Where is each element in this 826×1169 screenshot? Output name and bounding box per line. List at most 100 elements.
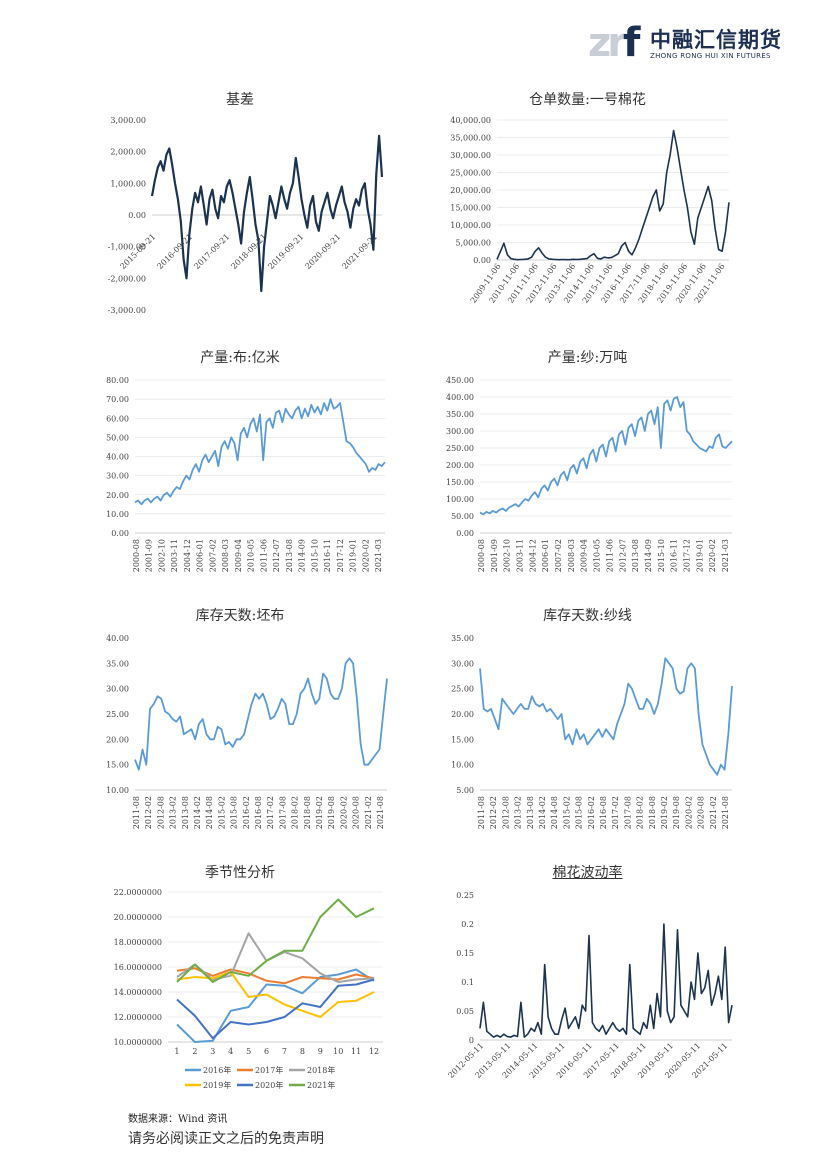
x-tick-label: 2002-10 [157, 539, 166, 572]
series-line [479, 923, 733, 1038]
x-tick-label: 2021-02 [364, 796, 373, 829]
x-tick-label: 2020-08 [352, 796, 361, 829]
x-tick-label: 2004-12 [183, 539, 192, 572]
x-tick-label: 2016-11 [323, 539, 332, 572]
chart-yarn-inventory-days: 库存天数:纱线 35.00 30.00 25.00 20.00 15.00 10.00 5.… [435, 603, 740, 838]
y-tick-label: 35.00 [106, 659, 129, 668]
x-tick-label: 2012-02 [489, 796, 498, 829]
x-tick-label: 2012-07 [618, 539, 627, 572]
x-tick-label: 2015-10 [657, 539, 666, 572]
x-tick-label: 2014-02 [193, 796, 202, 829]
x-tick-label: 3 [210, 1047, 215, 1056]
legend-label: 2017年 [255, 1065, 283, 1075]
series-line [496, 129, 730, 261]
x-tick-label: 2014-02 [538, 796, 547, 829]
y-tick-label: 350.00 [446, 410, 474, 419]
x-tick-label: 2021-08 [376, 796, 385, 829]
series-line-2020年 [176, 978, 375, 1040]
x-tick-label: 2014-08 [205, 796, 214, 829]
y-tick-label: 10.00 [451, 761, 474, 770]
x-tick-label: 2016-02 [587, 796, 596, 829]
y-tick-label: 16.0000000 [114, 963, 162, 972]
x-tick-label: 2018-02 [291, 796, 300, 829]
y-tick-label: 14.0000000 [114, 988, 162, 997]
y-tick-label: 400.00 [446, 393, 474, 402]
x-tick-label: 2015-08 [230, 796, 239, 829]
chart-title: 库存天数:坯布 [195, 608, 285, 624]
x-tick-label: 2008-03 [567, 539, 576, 572]
chart-title: 库存天数:纱线 [543, 608, 632, 624]
chart-title: 基差 [226, 92, 254, 108]
data-source-note: 数据来源：Wind 资讯 [128, 1114, 228, 1125]
y-tick-label: 25.00 [106, 710, 129, 719]
series-line [150, 134, 384, 293]
y-tick-label: 15,000.00 [450, 204, 491, 213]
x-tick-label: 2012-08 [501, 796, 510, 829]
x-tick-label: 2017-08 [278, 796, 287, 829]
x-tick-label: 2007-02 [554, 539, 563, 572]
y-tick-label: 12.0000000 [114, 1013, 162, 1022]
chart-cotton-volatility: 棉花波动率 0.25 0.2 0.15 0.1 0.05 0 2012-05-11 2013-… [435, 860, 740, 1095]
x-tick-label: 2015-10 [310, 539, 319, 572]
x-tick-label: 2000-08 [477, 539, 486, 572]
y-tick-label: 50.00 [106, 433, 129, 442]
x-tick-label: 2004-12 [528, 539, 537, 572]
y-tick-label: 30.00 [106, 685, 129, 694]
x-tick-label: 2020-02 [361, 539, 370, 572]
y-tick-label: 1,000.00 [110, 179, 146, 188]
y-tick-label: 70.00 [106, 395, 129, 404]
chart-svg: 80.00 70.00 60.00 50.00 40.00 30.00 20.00 10.00… [106, 376, 386, 572]
x-tick-label: 2011-08 [132, 796, 141, 829]
x-tick-label: 2012-08 [156, 796, 165, 829]
x-tick-label: 2006-01 [541, 539, 550, 572]
x-tick-label: 2018-08 [648, 796, 657, 829]
legend-label: 2016年 [203, 1065, 231, 1075]
logo-mark: zrf [588, 20, 641, 66]
series-line [134, 398, 386, 506]
x-tick-label: 2020-09-21 [303, 232, 342, 271]
y-tick-label: 0.05 [456, 1007, 474, 1016]
chart-cloth-output: 产量:布:亿米 80.00 70.00 60.00 50.00 40.00 30.00 20… [90, 345, 390, 595]
x-tick-label: 2011-08 [477, 796, 486, 829]
x-tick-label: 2019-08 [672, 796, 681, 829]
y-tick-label: -3,000.00 [108, 306, 146, 315]
chart-warehouse-receipts: 仓单数量:一号棉花 40,000.00 35,000.00 30,000.00 25,… [435, 85, 740, 325]
y-tick-label: 5.00 [456, 786, 474, 795]
x-tick-label: 2003-11 [170, 539, 179, 572]
x-tick-label: 2014-09 [644, 539, 653, 572]
y-tick-label: 0.00 [128, 211, 146, 220]
x-tick-label: 2011-06 [259, 539, 268, 572]
chart-title: 季节性分析 [205, 865, 275, 881]
y-tick-label: 35.00 [451, 634, 474, 643]
x-tick-label: 9 [318, 1047, 323, 1056]
series-line [134, 657, 388, 771]
x-tick-label: 2007-02 [208, 539, 217, 572]
y-tick-label: 20.00 [451, 710, 474, 719]
chart-seasonal-analysis: 季节性分析 22.0000000 20.0000000 18.0000000 16.0… [90, 860, 390, 1095]
y-tick-label: 15.00 [451, 735, 474, 744]
y-tick-label: 10.00 [106, 786, 129, 795]
x-tick-label: 2016-08 [599, 796, 608, 829]
y-tick-label: 22.0000000 [114, 888, 162, 897]
x-tick-label: 2019-01 [349, 539, 358, 572]
y-tick-label: 0.1 [461, 978, 474, 987]
x-tick-label: 2017-08 [623, 796, 632, 829]
chart-svg: 22.0000000 20.0000000 18.0000000 16.0000000… [114, 888, 383, 1090]
x-tick-label: 2015-02 [217, 796, 226, 829]
x-tick-label: 12 [369, 1047, 379, 1056]
y-tick-label: 15.00 [106, 761, 129, 770]
x-tick-label: 5 [246, 1047, 251, 1056]
y-tick-label: 10.0000000 [114, 1038, 162, 1047]
chart-title: 棉花波动率 [552, 865, 623, 881]
company-logo: zrf 中融汇信期货 ZHONG RONG HUI XIN FUTURES [588, 18, 788, 68]
x-tick-label: 2021-08 [721, 796, 730, 829]
x-tick-label: 2018-02 [636, 796, 645, 829]
x-tick-label: 2020-02 [684, 796, 693, 829]
x-tick-label: 2017-12 [682, 539, 691, 572]
x-tick-label: 2020-08 [697, 796, 706, 829]
series-line [479, 657, 733, 776]
chart-yarn-output: 产量:纱:万吨 450.00 400.00 350.00 300.00 250.00 20… [435, 345, 740, 595]
x-tick-label: 2019-08 [327, 796, 336, 829]
legend-label: 2020年 [255, 1080, 283, 1090]
x-tick-label: 2021-02 [709, 796, 718, 829]
